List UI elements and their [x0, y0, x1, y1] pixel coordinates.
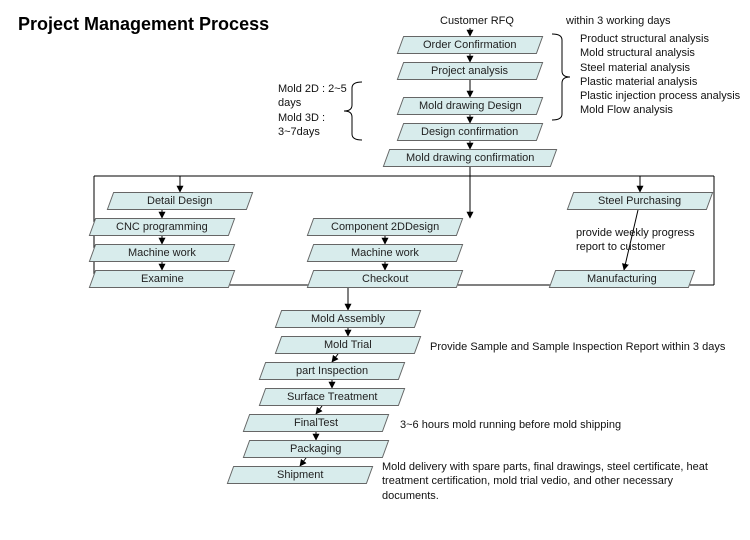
- node-mddes: Mold drawing Design: [397, 97, 544, 115]
- label-molddays: Mold 2D : 2~5 days Mold 3D : 3~7days: [278, 82, 347, 139]
- label-weekly: provide weekly progress report to custom…: [576, 226, 695, 255]
- node-mdconf: Mold drawing confirmation: [383, 149, 558, 167]
- label-delivery: Mold delivery with spare parts, final dr…: [382, 460, 708, 503]
- node-comp2d: Component 2DDesign: [307, 218, 464, 236]
- label-runhours: 3~6 hours mold running before mold shipp…: [400, 418, 621, 432]
- label-rfq: Customer RFQ: [440, 14, 514, 28]
- node-label: Shipment: [277, 469, 323, 481]
- label-analist: Product structural analysis Mold structu…: [580, 32, 740, 118]
- node-surft: Surface Treatment: [259, 388, 406, 406]
- page-title: Project Management Process: [18, 14, 269, 35]
- node-label: Mold Assembly: [311, 313, 385, 325]
- node-label: Manufacturing: [587, 273, 657, 285]
- node-label: Checkout: [362, 273, 408, 285]
- node-label: Packaging: [290, 443, 341, 455]
- node-mw1: Machine work: [89, 244, 236, 262]
- node-label: Machine work: [351, 247, 419, 259]
- node-order: Order Confirmation: [397, 36, 544, 54]
- node-label: Mold drawing Design: [419, 100, 522, 112]
- edge-pack_dn: [300, 458, 306, 466]
- node-cnc: CNC programming: [89, 218, 236, 236]
- node-pack: Packaging: [243, 440, 390, 458]
- node-mfg: Manufacturing: [549, 270, 696, 288]
- node-ship: Shipment: [227, 466, 374, 484]
- node-exam: Examine: [89, 270, 236, 288]
- edge-mtrial_dn: [332, 354, 338, 362]
- node-mw2: Machine work: [307, 244, 464, 262]
- node-label: CNC programming: [116, 221, 208, 233]
- node-ftest: FinalTest: [243, 414, 390, 432]
- label-sample: Provide Sample and Sample Inspection Rep…: [430, 340, 725, 354]
- node-label: Steel Purchasing: [598, 195, 681, 207]
- node-mtrial: Mold Trial: [275, 336, 422, 354]
- edge-surft_dn: [316, 406, 322, 414]
- label-within3: within 3 working days: [566, 14, 671, 28]
- node-pinsp: part Inspection: [259, 362, 406, 380]
- node-desconf: Design confirmation: [397, 123, 544, 141]
- node-label: Design confirmation: [421, 126, 518, 138]
- node-projan: Project analysis: [397, 62, 544, 80]
- node-label: Order Confirmation: [423, 39, 517, 51]
- node-checkout: Checkout: [307, 270, 464, 288]
- node-label: Mold Trial: [324, 339, 372, 351]
- node-label: Project analysis: [431, 65, 508, 77]
- node-label: Mold drawing confirmation: [406, 152, 534, 164]
- node-massy: Mold Assembly: [275, 310, 422, 328]
- node-steel: Steel Purchasing: [567, 192, 714, 210]
- node-label: Machine work: [128, 247, 196, 259]
- node-label: Component 2DDesign: [331, 221, 439, 233]
- node-label: Detail Design: [147, 195, 212, 207]
- node-label: FinalTest: [294, 417, 338, 429]
- node-label: Examine: [141, 273, 184, 285]
- node-label: Surface Treatment: [287, 391, 378, 403]
- brace-brace-right: [552, 34, 570, 120]
- node-label: part Inspection: [296, 365, 368, 377]
- node-detail: Detail Design: [107, 192, 254, 210]
